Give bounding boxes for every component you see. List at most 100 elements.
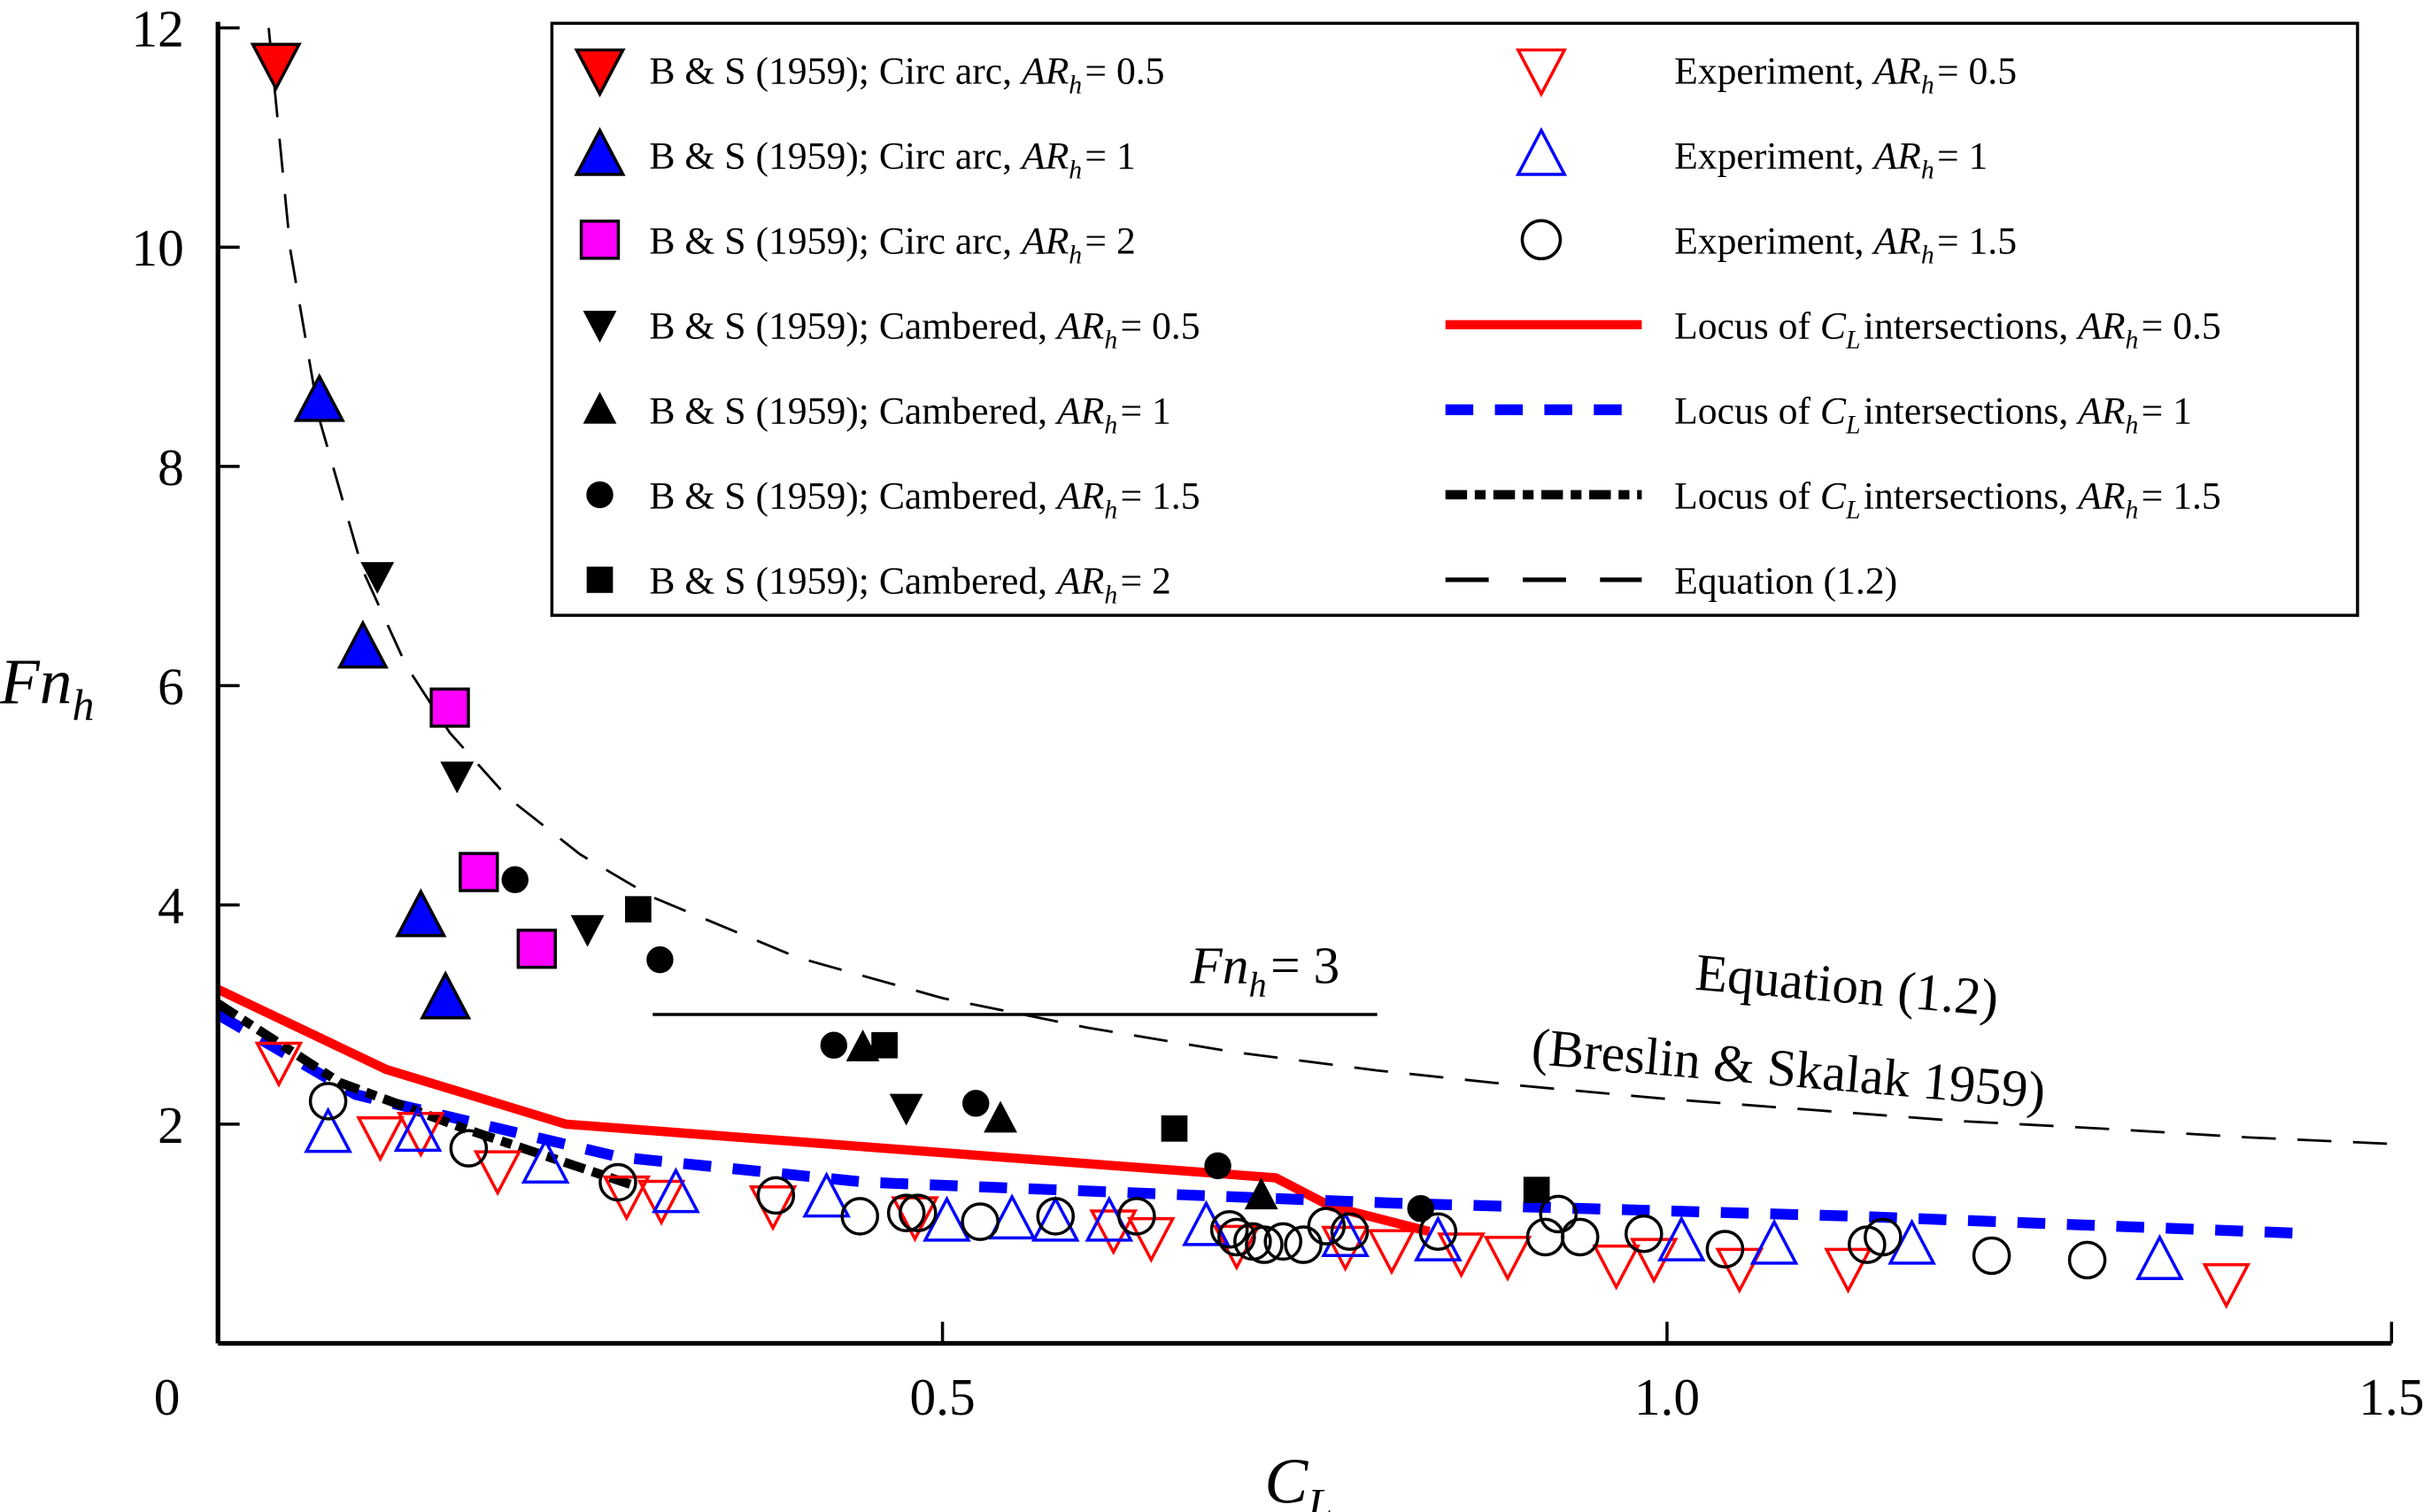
point-exp-15: [1117, 1197, 1156, 1236]
point-exp-05: [1483, 1235, 1532, 1282]
legend-item-bs-circ-1: B & S (1959); Circ arc, ARh = 1: [574, 127, 1136, 184]
legend-box: [550, 21, 2359, 617]
legend-label-text: = 0.5: [1120, 305, 1200, 348]
point-exp-1: [1031, 1195, 1080, 1242]
point-exp-1: [393, 1106, 443, 1153]
legend-label-subscript: h: [1921, 156, 1934, 184]
legend-label-text: = 0.5: [2142, 305, 2221, 348]
legend-label-math: AR: [1019, 50, 1069, 92]
line-locus-1: [215, 1009, 2312, 1239]
point-exp-15: [1245, 1225, 1284, 1264]
legend-item-bs-camb-1: B & S (1959); Cambered, ARh = 1: [583, 390, 1171, 439]
point-exp-15: [1217, 1217, 1256, 1257]
legend-label-subscript: h: [2126, 326, 2139, 354]
legend-label-text: B & S (1959); Cambered,: [649, 305, 1057, 348]
legend-label-math: AR: [1872, 50, 1921, 92]
legend-label-math: C: [1820, 475, 1847, 518]
legend-label-text: = 1.5: [1937, 220, 2017, 262]
point-exp-05: [1824, 1247, 1872, 1294]
legend-item-bs-camb-05: B & S (1959); Cambered, ARh = 0.5: [583, 305, 1200, 354]
legend-label-subscript: h: [1069, 241, 1082, 269]
annotations: Fnh = 3 Equation (1.2)(Breslin & Skalak 1…: [1190, 937, 2049, 1120]
legend-label-text: Experiment,: [1674, 220, 1873, 262]
point-exp-15: [898, 1193, 938, 1232]
legend-item-locus-05: Locus of CL intersections, ARh = 0.5: [1445, 305, 2221, 355]
point-exp-15: [961, 1202, 1000, 1241]
series-bs-camb-2: [625, 896, 1550, 1204]
legend-label-subscript: h: [1921, 71, 1934, 99]
point-bs-circ-2: [429, 687, 470, 729]
point-exp-05: [2202, 1262, 2251, 1309]
legend-marker-bs-camb-2: [586, 567, 614, 593]
legend-label-subscript: h: [1921, 241, 1934, 269]
point-exp-15: [1036, 1197, 1076, 1236]
legend-label-math: AR: [1019, 135, 1069, 177]
point-exp-1: [1182, 1200, 1231, 1246]
legend-marker-bs-circ-1: [574, 127, 626, 176]
fn3-annotation-math: Fn: [1190, 937, 1249, 995]
x-tick-label: 1.0: [1634, 1368, 1700, 1426]
legend-label-text: = 1.5: [1120, 475, 1200, 518]
legend-marker-exp-05: [1515, 48, 1568, 97]
legend-item-equation: Equation (1.2): [1445, 560, 1897, 603]
point-bs-camb-15: [1407, 1195, 1434, 1223]
point-exp-1: [1749, 1218, 1799, 1265]
point-exp-05: [602, 1175, 652, 1222]
legend-label-math: AR: [1054, 305, 1104, 348]
series-bs-circ-1: [293, 373, 472, 1020]
legend-label-text: B & S (1959); Circ arc,: [649, 50, 1022, 92]
legend-label: B & S (1959); Circ arc, ARh = 1: [649, 135, 1135, 184]
point-exp-15: [886, 1193, 926, 1232]
point-exp-15: [1209, 1209, 1249, 1249]
legend-label-subscript: h: [1104, 411, 1117, 439]
legend-item-exp-1: Experiment, ARh = 1: [1515, 127, 1988, 184]
legend-label: B & S (1959); Cambered, ARh = 2: [649, 560, 1170, 610]
legend-label-text: Experiment,: [1674, 50, 1873, 92]
point-bs-circ-1: [293, 373, 345, 422]
legend-item-locus-1: Locus of CL intersections, ARh = 1: [1445, 390, 2192, 439]
legend-label-text: B & S (1959); Circ arc,: [649, 135, 1022, 177]
x-axis-label-math: C: [1264, 1445, 1308, 1512]
legend-label-text: = 1: [1120, 390, 1170, 433]
point-exp-15: [1972, 1236, 2011, 1276]
legend-item-bs-circ-05: B & S (1959); Circ arc, ARh = 0.5: [574, 48, 1165, 99]
legend-label-subscript: h: [1104, 326, 1117, 354]
point-exp-1: [802, 1171, 851, 1218]
y-axis-label: Fnh: [0, 646, 94, 729]
point-exp-05: [1089, 1209, 1139, 1256]
point-bs-camb-1: [984, 1100, 1017, 1133]
point-bs-camb-15: [646, 945, 674, 974]
legend-label-text: B & S (1959); Cambered,: [649, 390, 1057, 433]
legend-label-math: AR: [2075, 390, 2125, 433]
line-equation: [267, 27, 2392, 1146]
legend-label-text: = 2: [1085, 220, 1135, 262]
point-exp-1: [923, 1195, 971, 1242]
legend-label: Locus of CL intersections, ARh = 0.5: [1674, 305, 2221, 355]
point-exp-15: [1263, 1222, 1303, 1261]
x-axis-label-subscript: L: [1307, 1480, 1332, 1512]
legend-label: Locus of CL intersections, ARh = 1.5: [1674, 475, 2221, 525]
legend-label-text: intersections,: [1864, 475, 2078, 518]
point-exp-05: [1367, 1229, 1417, 1276]
point-bs-camb-2: [1161, 1115, 1188, 1142]
point-exp-15: [1705, 1230, 1745, 1269]
y-tick-label: 6: [158, 658, 184, 716]
point-bs-camb-05: [360, 562, 395, 594]
point-exp-1: [1321, 1211, 1370, 1257]
legend-label-math: AR: [1872, 220, 1921, 262]
x-axis-label: CL: [1264, 1445, 1332, 1512]
point-exp-15: [1307, 1207, 1347, 1246]
point-exp-05: [356, 1115, 405, 1162]
point-exp-15: [449, 1129, 489, 1168]
legend-label-math: AR: [1019, 220, 1069, 262]
point-exp-15: [598, 1162, 637, 1202]
point-exp-1: [987, 1193, 1037, 1240]
point-exp-05: [473, 1150, 522, 1197]
legend-label-text: = 1: [2142, 390, 2192, 433]
legend-label-text: Locus of: [1674, 305, 1820, 348]
point-exp-15: [1284, 1225, 1323, 1264]
point-exp-15: [2067, 1240, 2107, 1280]
legend-item-exp-15: Experiment, ARh = 1.5: [1520, 219, 2017, 269]
legend-marker-bs-camb-1: [583, 391, 617, 424]
point-exp-05: [1437, 1232, 1486, 1279]
